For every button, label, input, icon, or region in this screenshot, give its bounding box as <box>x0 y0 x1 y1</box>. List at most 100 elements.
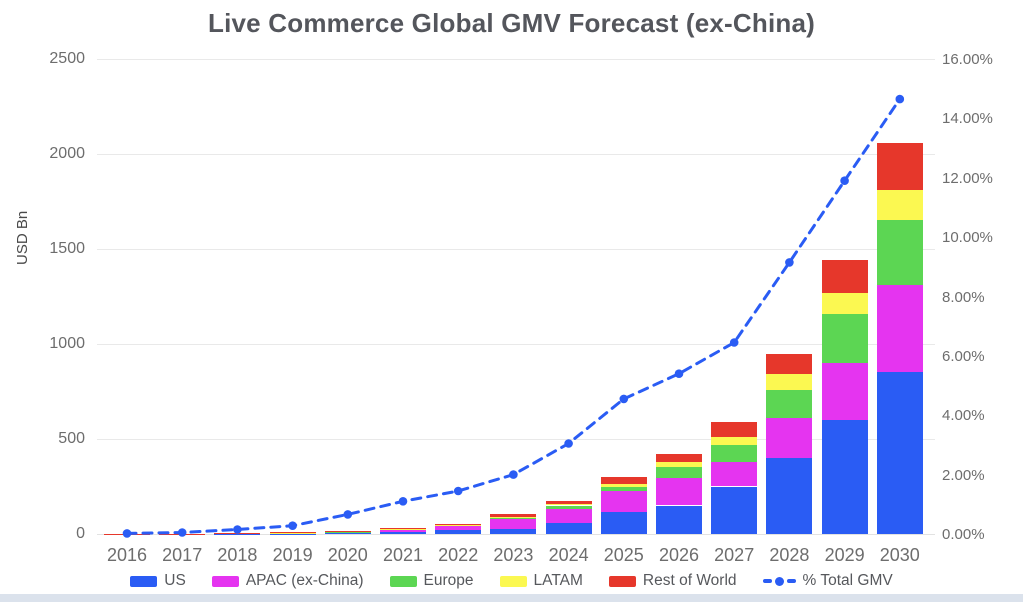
bar-segment-rest-of-world-2021[interactable] <box>380 528 426 529</box>
line-point-2030[interactable] <box>895 94 905 104</box>
legend-item-rest-of-world[interactable]: Rest of World <box>608 572 737 590</box>
bar-segment-europe-2028[interactable] <box>766 389 813 419</box>
bar-segment-us-2021[interactable] <box>380 532 426 534</box>
legend-label: Rest of World <box>642 572 737 589</box>
bar-segment-latam-2028[interactable] <box>766 374 813 390</box>
bar-segment-apac-ex-china-2028[interactable] <box>766 418 813 458</box>
line-dot-icon <box>774 576 784 586</box>
bar-segment-rest-of-world-2020[interactable] <box>324 531 371 532</box>
legend-item-percent-total-gmv[interactable]: % Total GMV <box>762 572 893 590</box>
line-point-2023[interactable] <box>509 470 518 479</box>
bar-segment-rest-of-world-2026[interactable] <box>656 454 702 462</box>
y-right-tick-12.00pct: 12.00% <box>942 169 993 187</box>
bar-segment-us-2026[interactable] <box>656 505 702 534</box>
x-tick-2025: 2025 <box>603 545 644 565</box>
legend-item-europe[interactable]: Europe <box>389 572 474 590</box>
bar-segment-apac-ex-china-2022[interactable] <box>435 525 482 530</box>
bar-segment-latam-2024[interactable] <box>545 504 592 506</box>
bar-segment-europe-2027[interactable] <box>711 444 758 462</box>
legend-label: % Total GMV <box>802 572 893 589</box>
bar-segment-rest-of-world-2029[interactable] <box>821 260 868 293</box>
bar-segment-rest-of-world-2028[interactable] <box>766 353 813 375</box>
line-point-2027[interactable] <box>729 338 739 347</box>
bar-segment-apac-ex-china-2021[interactable] <box>380 529 426 533</box>
x-tick-2026: 2026 <box>658 545 700 565</box>
legend-label: Europe <box>423 572 474 589</box>
bar-segment-rest-of-world-2019[interactable] <box>269 532 316 533</box>
bar-segment-latam-2021[interactable] <box>380 528 426 530</box>
legend-label: APAC (ex-China) <box>245 572 364 589</box>
y-left-tick-2500: 2500 <box>49 50 85 67</box>
bar-segment-latam-2027[interactable] <box>711 437 758 445</box>
line-point-2026[interactable] <box>674 369 684 379</box>
line-point-2025[interactable] <box>619 394 629 404</box>
bar-segment-us-2028[interactable] <box>766 458 813 534</box>
bar-segment-us-2030[interactable] <box>876 371 923 534</box>
bar-segment-europe-2026[interactable] <box>656 466 702 478</box>
x-tick-2028: 2028 <box>769 545 810 565</box>
bar-segment-apac-ex-china-2024[interactable] <box>545 508 592 523</box>
bar-segment-latam-2022[interactable] <box>435 524 482 525</box>
bar-segment-europe-2025[interactable] <box>600 487 647 492</box>
bar-segment-us-2027[interactable] <box>711 486 758 534</box>
bar-segment-us-2023[interactable] <box>490 528 537 534</box>
bar-segment-apac-ex-china-2029[interactable] <box>821 363 868 420</box>
bar-segment-us-2020[interactable] <box>324 533 371 534</box>
bar-segment-latam-2023[interactable] <box>490 516 537 518</box>
line-point-2019[interactable] <box>288 521 297 530</box>
line-point-2020[interactable] <box>343 510 353 519</box>
bar-segment-us-2019[interactable] <box>269 533 316 535</box>
bar-segment-us-2029[interactable] <box>821 420 868 534</box>
bar-segment-rest-of-world-2027[interactable] <box>711 421 758 438</box>
legend-item-latam[interactable]: LATAM <box>499 572 583 590</box>
legend-item-us[interactable]: US <box>130 572 186 590</box>
bar-segment-latam-2026[interactable] <box>656 461 702 467</box>
bar-segment-latam-2030[interactable] <box>876 190 923 220</box>
bar-segment-europe-2023[interactable] <box>490 517 537 520</box>
bar-segment-europe-2030[interactable] <box>876 219 923 286</box>
line-point-2022[interactable] <box>453 486 463 496</box>
bar-segment-rest-of-world-2023[interactable] <box>490 514 537 517</box>
legend-swatch-icon <box>211 575 239 587</box>
bar-segment-europe-2029[interactable] <box>821 313 868 363</box>
line-point-2016[interactable] <box>122 529 132 538</box>
bar-segment-europe-2024[interactable] <box>545 505 592 509</box>
bar-segment-rest-of-world-2024[interactable] <box>545 501 592 505</box>
legend-swatch-icon <box>389 575 417 587</box>
x-tick-2029: 2029 <box>824 545 865 565</box>
legend-item-apac-ex-china[interactable]: APAC (ex-China) <box>211 572 364 590</box>
legend-swatch-icon <box>499 575 527 587</box>
line-dash-icon <box>786 579 796 583</box>
bar-segment-apac-ex-china-2023[interactable] <box>490 519 537 529</box>
x-tick-2024: 2024 <box>548 545 589 565</box>
y-left-tick-1500: 1500 <box>49 240 85 257</box>
bar-segment-rest-of-world-2025[interactable] <box>600 477 647 484</box>
legend-label: US <box>164 572 186 589</box>
bar-segment-apac-ex-china-2025[interactable] <box>600 491 647 513</box>
bar-segment-apac-ex-china-2030[interactable] <box>876 285 923 372</box>
bar-segment-rest-of-world-2030[interactable] <box>876 142 923 191</box>
y-left-tick-1000: 1000 <box>49 335 85 352</box>
y-left-tick-2000: 2000 <box>49 145 85 162</box>
bar-segment-us-2018[interactable] <box>214 533 261 535</box>
bar-segment-apac-ex-china-2027[interactable] <box>711 461 758 487</box>
line-point-2024[interactable] <box>564 439 573 448</box>
bar-segment-us-2025[interactable] <box>600 512 647 534</box>
bar-segment-us-2022[interactable] <box>435 529 482 534</box>
line-point-2021[interactable] <box>398 497 408 506</box>
bar-segment-latam-2029[interactable] <box>821 292 868 314</box>
line-point-2017[interactable] <box>177 528 187 537</box>
bar-segment-us-2024[interactable] <box>545 522 592 534</box>
line-point-2029[interactable] <box>840 176 849 185</box>
bar-segment-rest-of-world-2022[interactable] <box>435 523 482 525</box>
x-tick-2020: 2020 <box>327 545 368 565</box>
bar-segment-apac-ex-china-2026[interactable] <box>656 477 702 506</box>
line-point-2028[interactable] <box>785 258 794 267</box>
legend-label: LATAM <box>533 572 583 589</box>
y-right-tick-10.00pct: 10.00% <box>942 229 993 247</box>
x-tick-2022: 2022 <box>438 545 479 565</box>
x-tick-2023: 2023 <box>493 545 534 565</box>
line-point-2018[interactable] <box>233 525 242 534</box>
bar-segment-latam-2025[interactable] <box>600 483 647 488</box>
